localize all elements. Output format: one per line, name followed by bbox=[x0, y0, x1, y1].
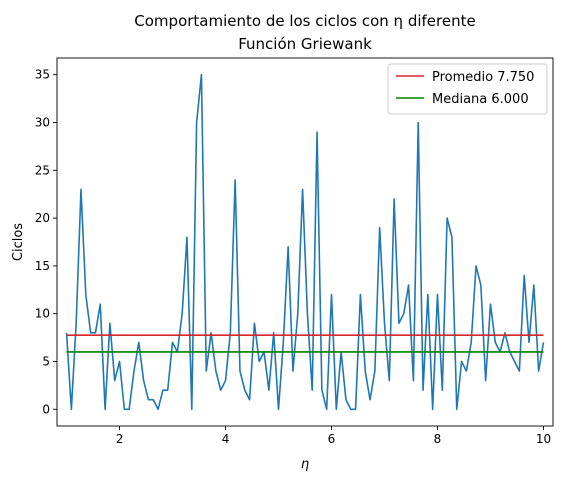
y-tick-label: 5 bbox=[42, 354, 50, 368]
legend: Promedio 7.750 Mediana 6.000 bbox=[387, 63, 548, 115]
y-axis-label: Ciclos bbox=[11, 223, 26, 261]
y-tick-label: 25 bbox=[35, 163, 50, 177]
axes-frame bbox=[56, 57, 554, 427]
x-tick-label: 8 bbox=[434, 432, 442, 446]
legend-median-label: Mediana 6.000 bbox=[432, 92, 529, 107]
y-tick-label: 35 bbox=[35, 68, 50, 82]
x-tick-label: 10 bbox=[536, 432, 551, 446]
x-tick-label: 2 bbox=[116, 432, 124, 446]
legend-box bbox=[387, 63, 548, 115]
y-tick-label: 0 bbox=[42, 402, 50, 416]
y-tick-label: 20 bbox=[35, 211, 50, 225]
x-tick-label: 4 bbox=[222, 432, 230, 446]
series-line bbox=[65, 73, 545, 411]
chart-title-line-2: Función Griewank bbox=[238, 35, 372, 53]
y-tick-label: 15 bbox=[35, 259, 50, 273]
y-axis: 0 5 10 15 20 25 30 35 bbox=[35, 68, 57, 416]
y-tick-label: 10 bbox=[35, 307, 50, 321]
plot-area bbox=[65, 73, 545, 411]
chart-title-line-1: Comportamiento de los ciclos con η difer… bbox=[134, 12, 475, 30]
y-tick-label: 30 bbox=[35, 116, 50, 130]
x-axis-label: η bbox=[301, 457, 309, 472]
x-axis: 2 4 6 8 10 bbox=[116, 426, 551, 446]
x-tick-label: 6 bbox=[328, 432, 336, 446]
legend-mean-label: Promedio 7.750 bbox=[432, 70, 534, 85]
